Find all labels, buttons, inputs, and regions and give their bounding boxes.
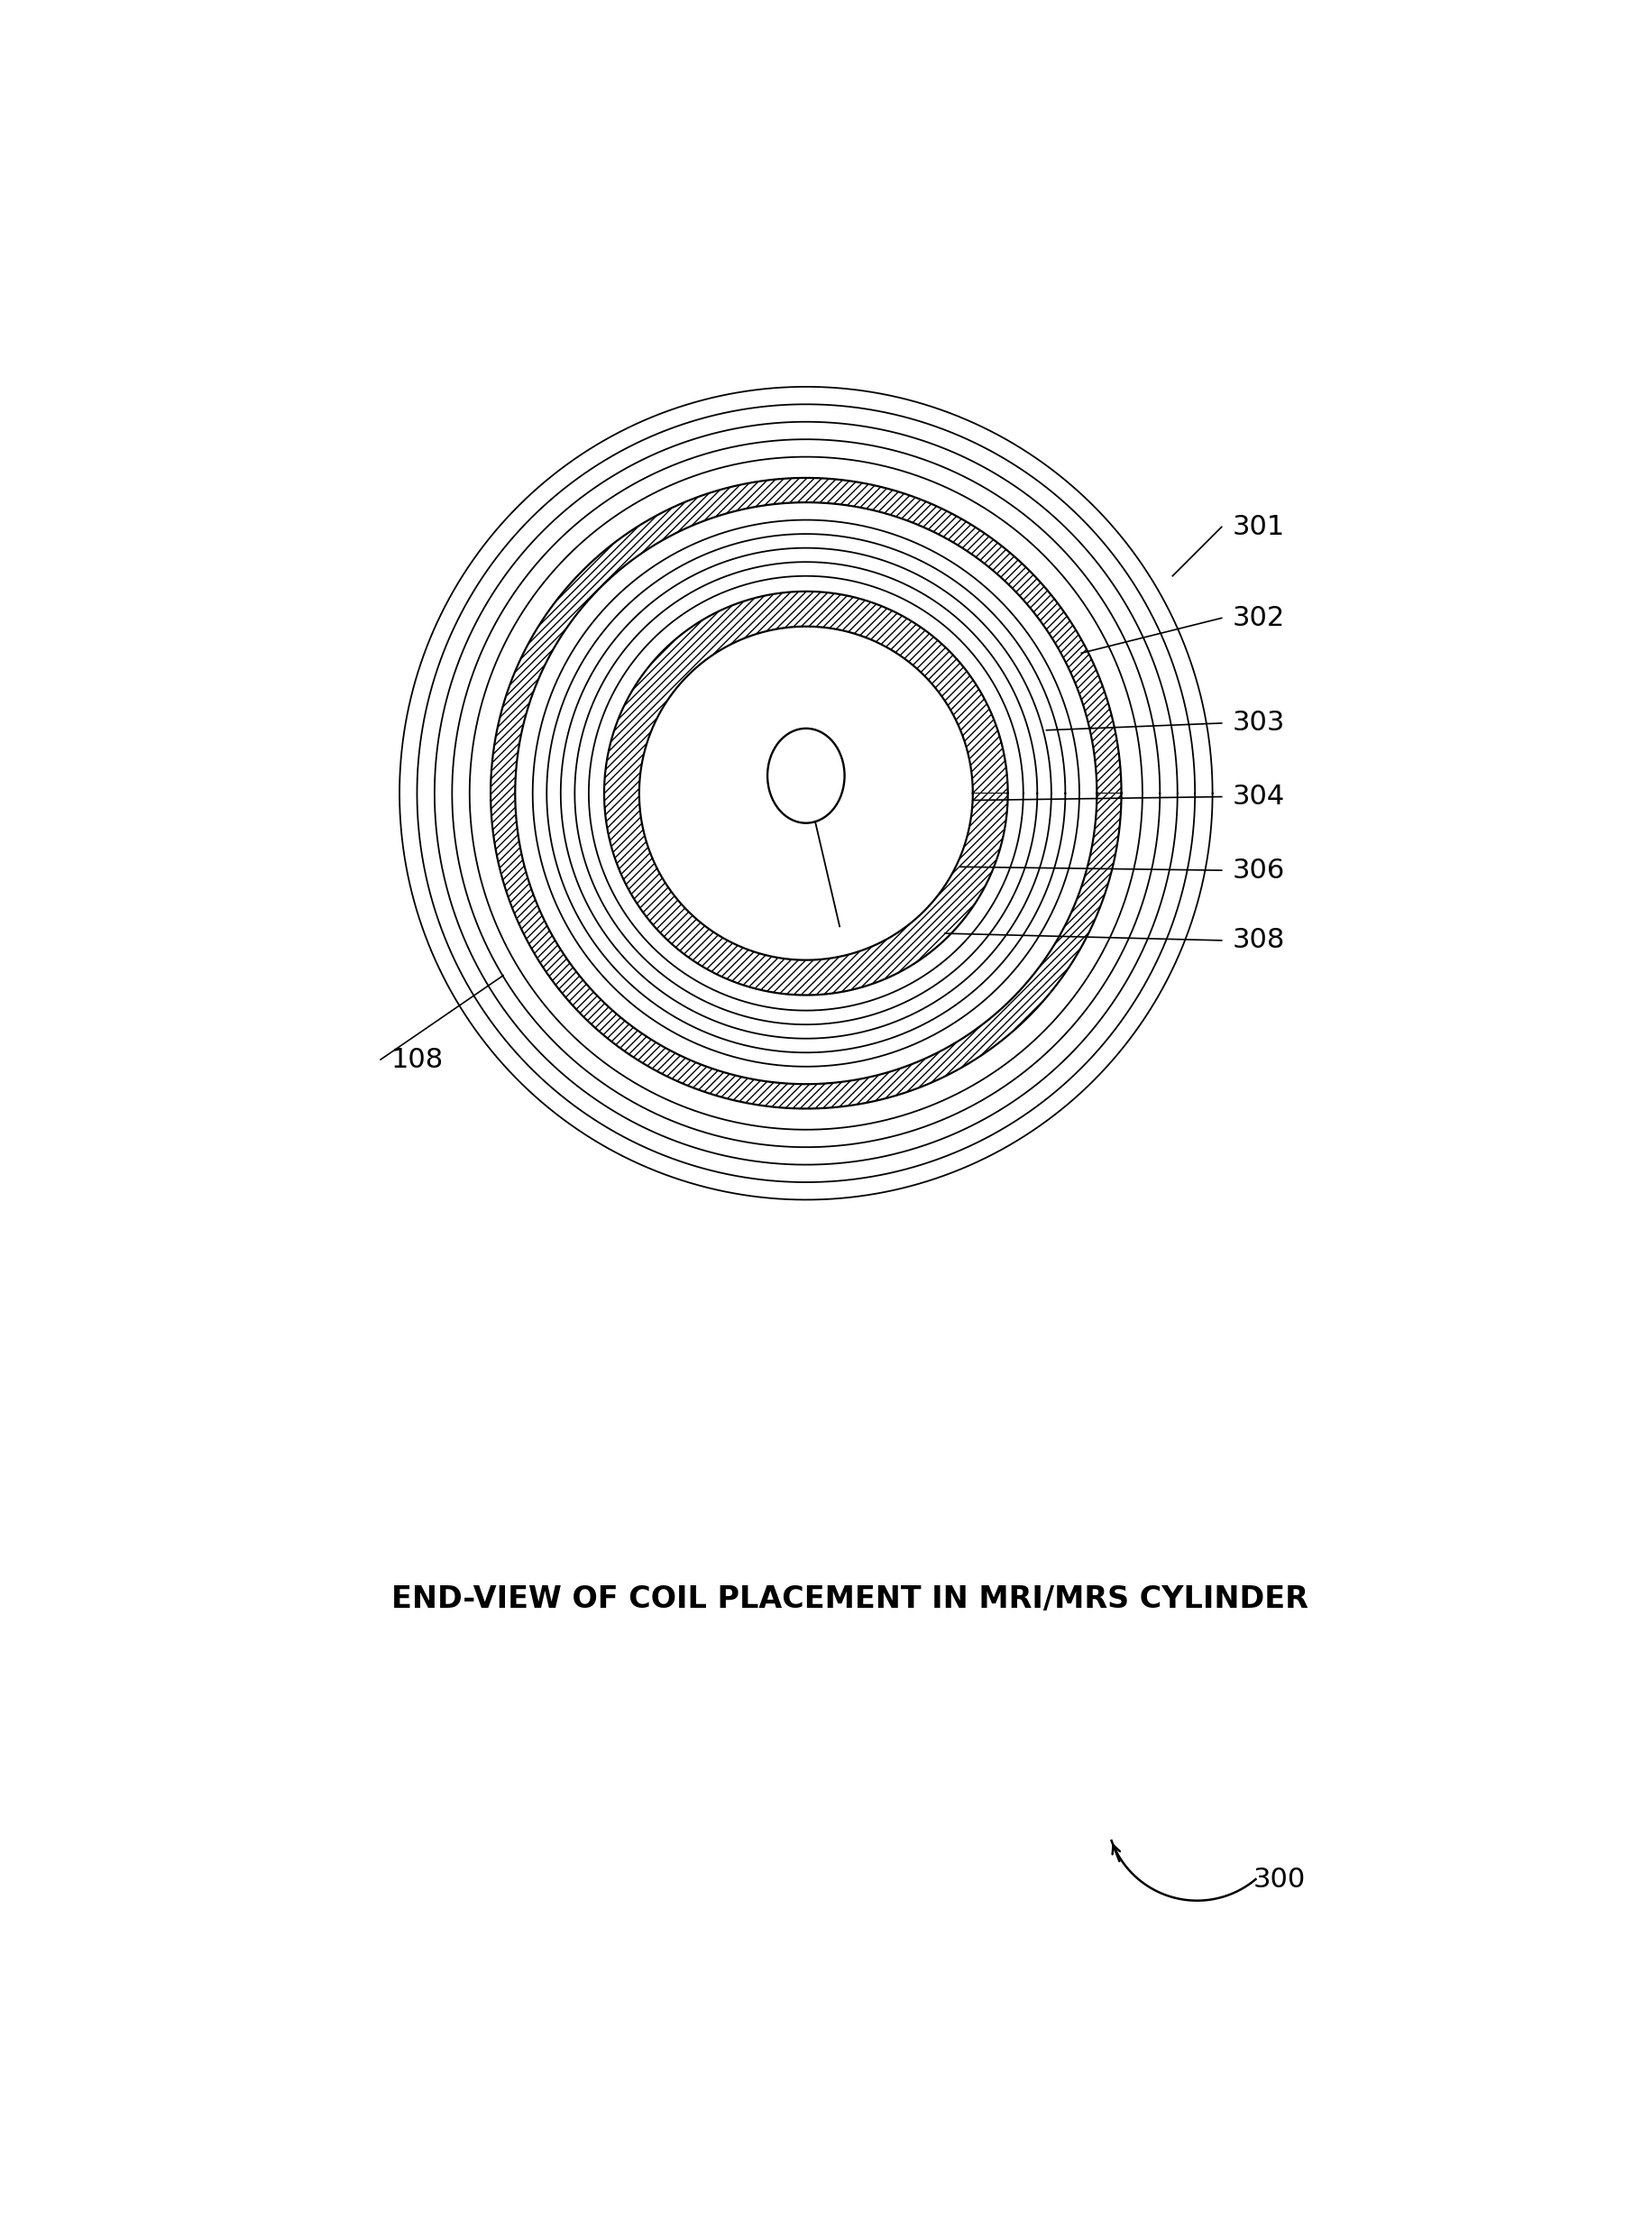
Text: END-VIEW OF COIL PLACEMENT IN MRI/MRS CYLINDER: END-VIEW OF COIL PLACEMENT IN MRI/MRS CY… — [392, 1583, 1308, 1615]
Text: 304: 304 — [1232, 783, 1285, 809]
Text: 308: 308 — [1232, 928, 1285, 954]
Text: 300: 300 — [1254, 1867, 1305, 1893]
Text: 303: 303 — [1232, 709, 1285, 736]
Text: 302: 302 — [1232, 604, 1285, 631]
Text: 301: 301 — [1232, 513, 1285, 540]
Ellipse shape — [768, 729, 844, 823]
Text: 108: 108 — [392, 1046, 444, 1073]
Text: 306: 306 — [1232, 856, 1285, 883]
